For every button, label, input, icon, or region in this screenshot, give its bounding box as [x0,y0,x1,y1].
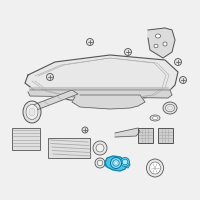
Ellipse shape [26,104,38,119]
Polygon shape [148,28,175,58]
Circle shape [86,38,94,46]
Polygon shape [105,156,127,171]
Circle shape [97,160,103,166]
Circle shape [95,158,105,168]
Polygon shape [105,159,111,166]
Ellipse shape [29,108,35,116]
Ellipse shape [146,159,164,177]
Ellipse shape [166,104,174,112]
Ellipse shape [156,34,160,38]
Polygon shape [125,161,130,168]
Circle shape [113,160,119,166]
Circle shape [93,141,107,155]
FancyBboxPatch shape [158,128,173,143]
Circle shape [96,144,104,152]
FancyBboxPatch shape [138,128,153,143]
Ellipse shape [163,42,167,46]
Ellipse shape [150,115,160,121]
Polygon shape [115,128,140,137]
FancyBboxPatch shape [48,138,90,158]
Circle shape [120,158,130,166]
Circle shape [180,76,186,84]
Circle shape [122,159,128,165]
Circle shape [110,158,122,168]
Polygon shape [72,95,145,109]
Ellipse shape [168,106,172,110]
Circle shape [46,73,54,80]
FancyBboxPatch shape [12,128,40,150]
Circle shape [174,58,182,66]
Ellipse shape [163,102,177,114]
Ellipse shape [154,44,158,48]
Circle shape [124,48,132,55]
Ellipse shape [153,116,158,119]
Polygon shape [28,90,172,98]
Circle shape [114,162,118,164]
Ellipse shape [23,101,41,123]
Ellipse shape [150,162,160,174]
Polygon shape [25,55,178,102]
Polygon shape [28,90,78,111]
Circle shape [82,127,88,133]
